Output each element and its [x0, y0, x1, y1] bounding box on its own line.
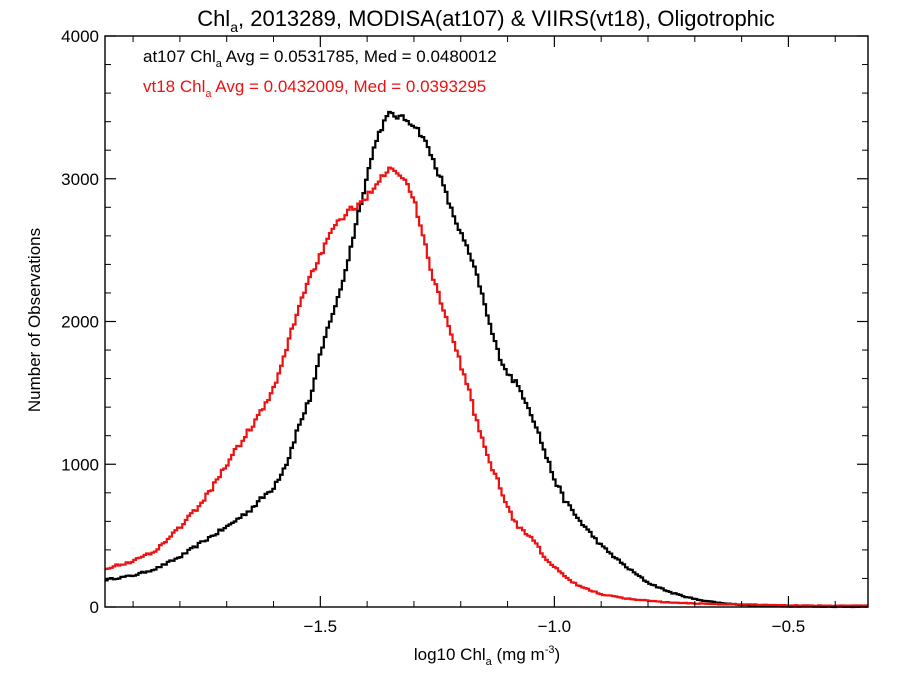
annotation-2: vt18 Chla Avg = 0.0432009, Med = 0.03932…: [143, 77, 486, 100]
series-layer: [105, 110, 869, 609]
x-axis-label-sub: a: [486, 656, 493, 668]
annotation-post: Avg = 0.0432009, Med = 0.0393295: [212, 77, 487, 96]
x-axis-label-tail: ): [554, 645, 560, 664]
x-axis-label-post: (mg m: [492, 645, 545, 664]
y-tick-label: 1000: [61, 455, 99, 474]
x-tick-label: −1.0: [538, 617, 572, 636]
x-tick-label: −0.5: [772, 617, 806, 636]
annotation-1: at107 Chla Avg = 0.0531785, Med = 0.0480…: [143, 47, 497, 70]
y-tick-label: 4000: [61, 27, 99, 46]
annotations-layer: at107 Chla Avg = 0.0531785, Med = 0.0480…: [143, 47, 497, 100]
x-axis-label-pre: log10 Chl: [414, 645, 486, 664]
annotation-sub: a: [205, 88, 212, 100]
series-line-1: [105, 110, 869, 609]
y-tick-label: 3000: [61, 170, 99, 189]
series-line-2: [105, 166, 869, 607]
plot-frame: [104, 35, 869, 608]
x-tick-label: −1.5: [304, 617, 338, 636]
ticks-layer: −1.5 −1.0 −0.5 0 1000 2000 3000 4000: [61, 27, 868, 636]
x-axis-label-sup: -3: [545, 644, 555, 656]
annotation-sub: a: [216, 58, 223, 70]
x-axis-label: log10 Chla (mg m-3): [414, 644, 560, 668]
y-axis-label: Number of Observations: [25, 228, 44, 412]
chart-title-post: , 2013289, MODISA(at107) & VIIRS(vt18), …: [238, 6, 775, 31]
annotation-post: Avg = 0.0531785, Med = 0.0480012: [222, 47, 497, 66]
annotation-pre: at107 Chl: [143, 47, 216, 66]
chart-title-pre: Chl: [197, 6, 230, 31]
y-tick-label: 0: [90, 598, 99, 617]
chart-title-sub: a: [230, 19, 238, 35]
annotation-pre: vt18 Chl: [143, 77, 205, 96]
chart-title: Chla, 2013289, MODISA(at107) & VIIRS(vt1…: [197, 6, 775, 35]
y-tick-label: 2000: [61, 313, 99, 332]
